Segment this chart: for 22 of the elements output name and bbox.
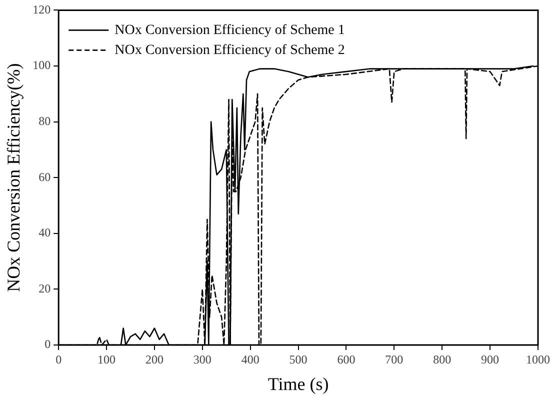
y-tick-label: 0 [44, 337, 51, 352]
x-tick-label: 600 [337, 352, 356, 366]
legend-label: NOx Conversion Efficiency of Scheme 1 [114, 22, 345, 38]
y-tick-label: 40 [38, 226, 51, 240]
x-tick-label: 300 [193, 352, 212, 366]
y-tick-label: 120 [32, 2, 51, 16]
y-tick-label: 20 [38, 281, 51, 296]
y-tick-label: 100 [32, 58, 51, 72]
x-tick-label: 1000 [526, 352, 550, 366]
x-tick-label: 400 [241, 352, 260, 366]
y-axis-title: NOx Conversion Efficiency(%) [4, 63, 24, 292]
x-tick-label: 800 [433, 352, 452, 366]
x-tick-label: 500 [289, 352, 308, 366]
x-tick-label: 700 [385, 352, 404, 366]
x-tick-label: 200 [145, 352, 164, 366]
legend-label: NOx Conversion Efficiency of Scheme 2 [114, 42, 345, 58]
x-tick-label: 0 [56, 352, 62, 366]
x-tick-label: 100 [98, 352, 116, 366]
y-tick-label: 80 [38, 114, 51, 128]
y-tick-label: 60 [38, 170, 51, 184]
x-tick-label: 900 [481, 352, 500, 366]
x-axis-title: Time (s) [268, 374, 329, 394]
